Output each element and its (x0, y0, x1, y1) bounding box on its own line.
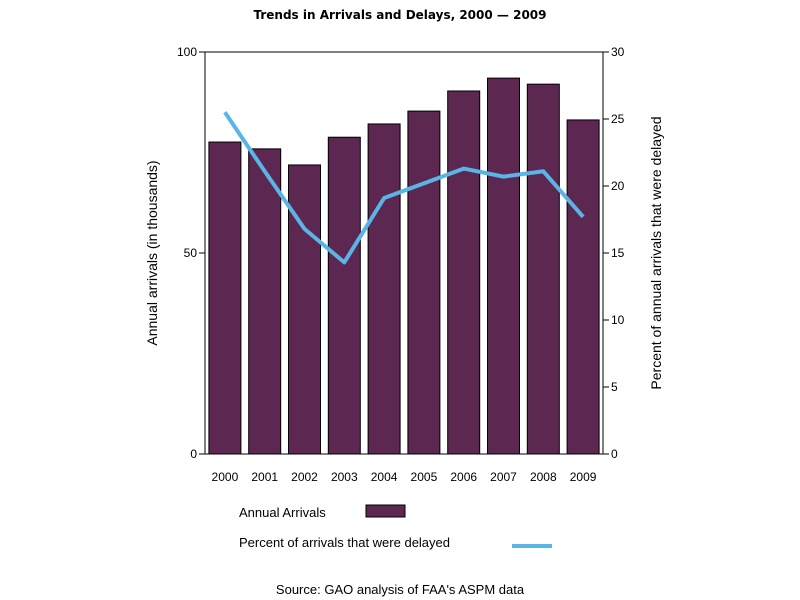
x-tick-label: 2000 (212, 470, 239, 484)
bar-2005 (407, 110, 441, 455)
x-tick-label: 2008 (530, 470, 557, 484)
right-axis: 0 5 10 15 20 25 30 (603, 45, 625, 461)
y-tick-label: 50 (184, 246, 198, 260)
y2-tick-label: 0 (611, 447, 618, 461)
x-tick-label: 2009 (570, 470, 597, 484)
bar-2006 (447, 90, 481, 455)
bar-2000 (208, 141, 242, 455)
bar-2002 (288, 164, 321, 455)
bar-2004 (367, 123, 401, 455)
y2-tick-label: 30 (611, 45, 625, 59)
bar-series (208, 77, 600, 455)
delay-line (223, 111, 585, 265)
x-axis: 2000 2001 2002 2003 2004 2005 2006 2007 2008 2009 (212, 470, 597, 484)
x-tick-label: 2003 (331, 470, 358, 484)
x-tick-label: 2006 (450, 470, 477, 484)
y2-tick-label: 10 (611, 313, 625, 327)
legend-swatch-arrivals (365, 504, 406, 518)
y-axis-label: Annual arrivals (in thousands) (144, 160, 160, 345)
x-tick-label: 2007 (490, 470, 517, 484)
x-tick-label: 2004 (371, 470, 398, 484)
legend-label-delayed: Percent of arrivals that were delayed (239, 535, 450, 550)
y2-tick-label: 25 (611, 112, 625, 126)
x-tick-label: 2005 (411, 470, 438, 484)
bar-2009 (566, 119, 600, 455)
chart-title: Trends in Arrivals and Delays, 2000 — 20… (253, 8, 546, 22)
source-note: Source: GAO analysis of FAA's ASPM data (276, 582, 525, 597)
y2-tick-label: 20 (611, 179, 625, 193)
x-tick-label: 2001 (251, 470, 278, 484)
line-series (223, 111, 585, 265)
bar-2007 (487, 77, 520, 455)
y2-tick-label: 15 (611, 246, 625, 260)
y-tick-label: 100 (177, 45, 197, 59)
y-tick-label: 0 (190, 447, 197, 461)
legend: Annual Arrivals Percent of arrivals that… (239, 504, 552, 550)
y2-axis-label: Percent of annual arrivals that were del… (648, 116, 664, 389)
bar-2001 (248, 148, 282, 455)
x-tick-label: 2002 (291, 470, 318, 484)
bar-2008 (526, 83, 560, 455)
left-axis: 0 50 100 (177, 45, 205, 461)
y2-tick-label: 5 (611, 380, 618, 394)
bar-2003 (327, 136, 361, 455)
legend-label-arrivals: Annual Arrivals (239, 505, 326, 520)
